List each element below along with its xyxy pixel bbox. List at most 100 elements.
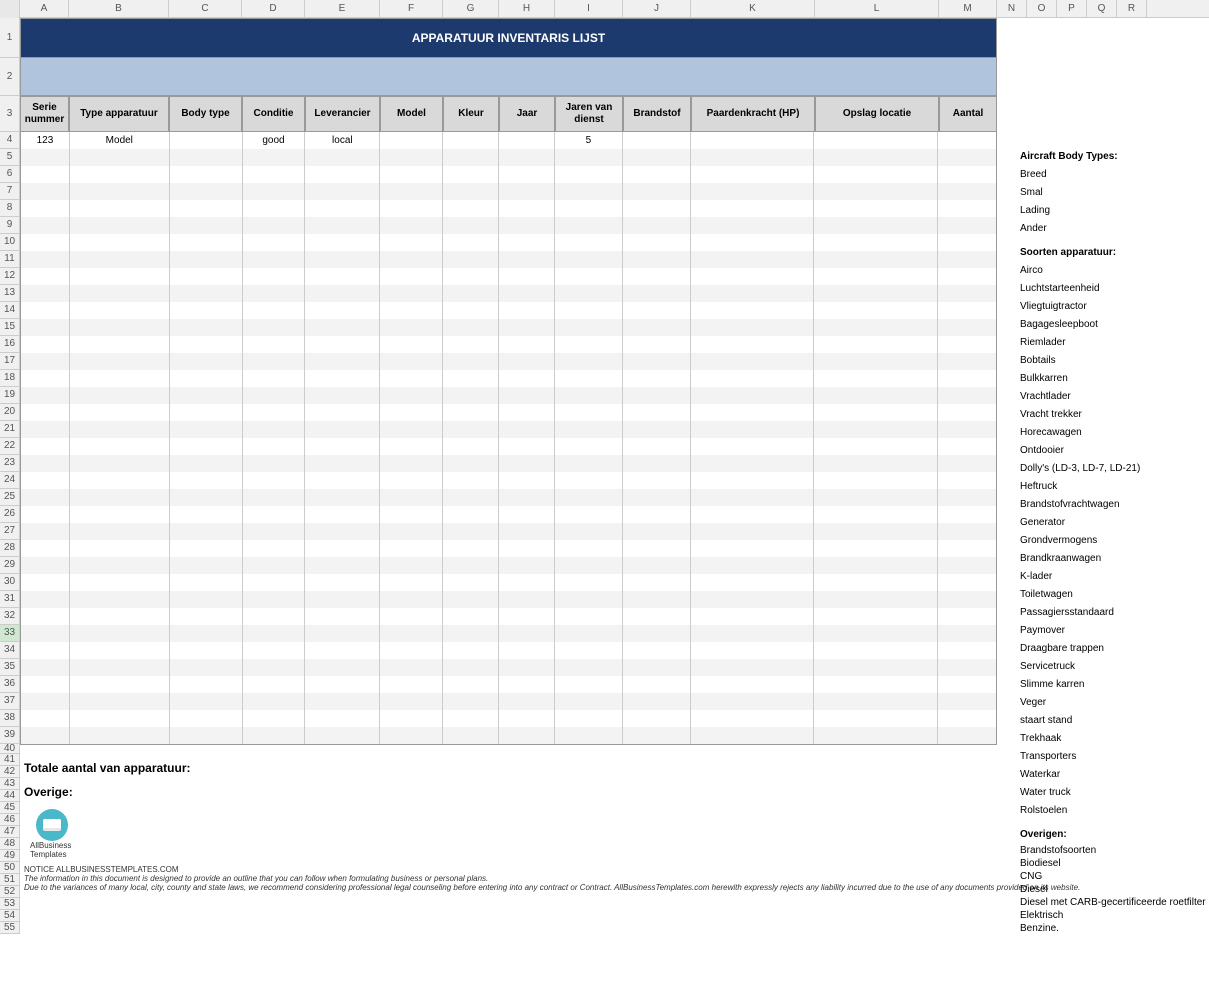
- cell-8-11[interactable]: [814, 200, 938, 217]
- cell-10-4[interactable]: [305, 234, 380, 251]
- cell-5-4[interactable]: [305, 149, 380, 166]
- cell-4-11[interactable]: [814, 132, 938, 149]
- row-header-6[interactable]: 6: [0, 166, 20, 183]
- cell-6-12[interactable]: [938, 166, 996, 183]
- data-row-8[interactable]: [21, 200, 996, 217]
- cell-14-10[interactable]: [691, 302, 815, 319]
- cell-19-8[interactable]: [555, 387, 623, 404]
- cell-15-5[interactable]: [380, 319, 443, 336]
- cell-25-9[interactable]: [623, 489, 691, 506]
- cell-31-1[interactable]: [70, 591, 170, 608]
- cell-25-10[interactable]: [691, 489, 815, 506]
- cell-19-6[interactable]: [443, 387, 499, 404]
- cell-16-4[interactable]: [305, 336, 380, 353]
- row-header-41[interactable]: 41: [0, 754, 20, 766]
- cell-6-3[interactable]: [243, 166, 306, 183]
- cell-31-10[interactable]: [691, 591, 815, 608]
- cell-4-4[interactable]: local: [305, 132, 380, 149]
- cell-25-5[interactable]: [380, 489, 443, 506]
- cell-20-11[interactable]: [814, 404, 938, 421]
- table-header-1[interactable]: Type apparatuur: [69, 96, 169, 132]
- cell-29-11[interactable]: [814, 557, 938, 574]
- cell-11-9[interactable]: [623, 251, 691, 268]
- cell-8-0[interactable]: [21, 200, 70, 217]
- row-header-13[interactable]: 13: [0, 285, 20, 302]
- cell-23-0[interactable]: [21, 455, 70, 472]
- col-header-K[interactable]: K: [691, 0, 815, 17]
- cell-16-11[interactable]: [814, 336, 938, 353]
- cell-35-7[interactable]: [499, 659, 555, 676]
- cell-33-2[interactable]: [170, 625, 243, 642]
- cell-25-3[interactable]: [243, 489, 306, 506]
- cell-16-2[interactable]: [170, 336, 243, 353]
- cell-17-7[interactable]: [499, 353, 555, 370]
- grid-area[interactable]: APPARATUUR INVENTARIS LIJST Serie nummer…: [20, 18, 1209, 1001]
- cell-30-5[interactable]: [380, 574, 443, 591]
- cell-19-5[interactable]: [380, 387, 443, 404]
- cell-20-5[interactable]: [380, 404, 443, 421]
- cell-19-2[interactable]: [170, 387, 243, 404]
- cell-5-7[interactable]: [499, 149, 555, 166]
- cell-5-3[interactable]: [243, 149, 306, 166]
- cell-29-2[interactable]: [170, 557, 243, 574]
- cell-24-4[interactable]: [305, 472, 380, 489]
- cell-25-11[interactable]: [814, 489, 938, 506]
- cell-15-1[interactable]: [70, 319, 170, 336]
- cell-14-4[interactable]: [305, 302, 380, 319]
- cell-25-4[interactable]: [305, 489, 380, 506]
- cell-35-11[interactable]: [814, 659, 938, 676]
- cell-28-5[interactable]: [380, 540, 443, 557]
- cell-30-7[interactable]: [499, 574, 555, 591]
- data-row-35[interactable]: [21, 659, 996, 676]
- cell-8-2[interactable]: [170, 200, 243, 217]
- cell-14-12[interactable]: [938, 302, 996, 319]
- cell-9-6[interactable]: [443, 217, 499, 234]
- cell-26-9[interactable]: [623, 506, 691, 523]
- cell-35-3[interactable]: [243, 659, 306, 676]
- cell-38-7[interactable]: [499, 710, 555, 727]
- row-header-16[interactable]: 16: [0, 336, 20, 353]
- data-row-31[interactable]: [21, 591, 996, 608]
- col-header-G[interactable]: G: [443, 0, 499, 17]
- cell-13-6[interactable]: [443, 285, 499, 302]
- cell-22-9[interactable]: [623, 438, 691, 455]
- cell-11-2[interactable]: [170, 251, 243, 268]
- col-header-O[interactable]: O: [1027, 0, 1057, 17]
- row-header-31[interactable]: 31: [0, 591, 20, 608]
- cell-33-11[interactable]: [814, 625, 938, 642]
- cell-5-12[interactable]: [938, 149, 996, 166]
- cell-28-3[interactable]: [243, 540, 306, 557]
- cell-26-12[interactable]: [938, 506, 996, 523]
- cell-12-2[interactable]: [170, 268, 243, 285]
- data-row-9[interactable]: [21, 217, 996, 234]
- cell-35-12[interactable]: [938, 659, 996, 676]
- row-header-7[interactable]: 7: [0, 183, 20, 200]
- cell-20-1[interactable]: [70, 404, 170, 421]
- cell-26-1[interactable]: [70, 506, 170, 523]
- cell-13-9[interactable]: [623, 285, 691, 302]
- cell-37-4[interactable]: [305, 693, 380, 710]
- cell-30-1[interactable]: [70, 574, 170, 591]
- row-header-24[interactable]: 24: [0, 472, 20, 489]
- cell-36-12[interactable]: [938, 676, 996, 693]
- cell-38-5[interactable]: [380, 710, 443, 727]
- cell-25-6[interactable]: [443, 489, 499, 506]
- cell-7-5[interactable]: [380, 183, 443, 200]
- cell-20-3[interactable]: [243, 404, 306, 421]
- cell-31-7[interactable]: [499, 591, 555, 608]
- cell-8-3[interactable]: [243, 200, 306, 217]
- col-header-H[interactable]: H: [499, 0, 555, 17]
- cell-30-9[interactable]: [623, 574, 691, 591]
- cell-13-5[interactable]: [380, 285, 443, 302]
- cell-17-11[interactable]: [814, 353, 938, 370]
- cell-23-2[interactable]: [170, 455, 243, 472]
- row-header-38[interactable]: 38: [0, 710, 20, 727]
- row-header-23[interactable]: 23: [0, 455, 20, 472]
- row-header-3[interactable]: 3: [0, 96, 20, 132]
- cell-39-5[interactable]: [380, 727, 443, 744]
- col-header-B[interactable]: B: [69, 0, 169, 17]
- cell-5-10[interactable]: [691, 149, 815, 166]
- cell-32-9[interactable]: [623, 608, 691, 625]
- cell-24-7[interactable]: [499, 472, 555, 489]
- cell-34-7[interactable]: [499, 642, 555, 659]
